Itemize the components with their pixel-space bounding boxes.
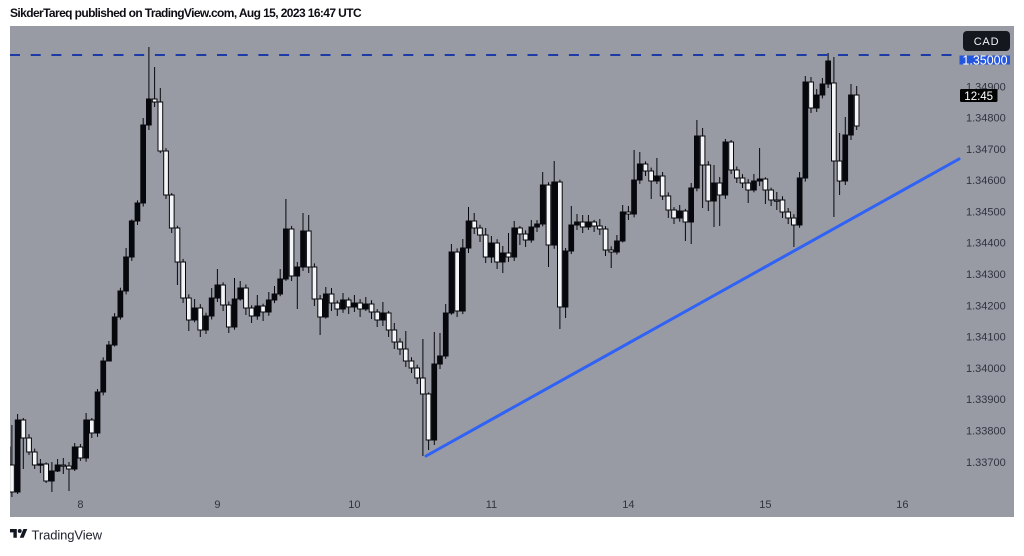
svg-text:1.34400: 1.34400	[966, 238, 1006, 250]
svg-text:1.34500: 1.34500	[966, 206, 1006, 218]
svg-text:11: 11	[486, 499, 497, 511]
svg-text:12:45: 12:45	[964, 91, 993, 103]
svg-text:1.33900: 1.33900	[966, 394, 1006, 406]
svg-text:16: 16	[896, 499, 908, 511]
svg-text:1.34600: 1.34600	[966, 175, 1006, 187]
svg-text:TradingView: TradingView	[32, 528, 103, 543]
svg-text:1.33800: 1.33800	[966, 426, 1006, 438]
svg-text:1.34800: 1.34800	[966, 113, 1006, 125]
svg-text:9: 9	[214, 499, 220, 511]
svg-text:1.34700: 1.34700	[966, 144, 1006, 156]
svg-text:1.34200: 1.34200	[966, 300, 1006, 312]
svg-text:SikderTareq published on Tradi: SikderTareq published on TradingView.com…	[10, 6, 362, 20]
svg-text:1.34300: 1.34300	[966, 269, 1006, 281]
svg-text:15: 15	[759, 499, 771, 511]
svg-text:1.33700: 1.33700	[966, 457, 1006, 469]
svg-text:10: 10	[348, 499, 360, 511]
svg-text:1.34100: 1.34100	[966, 332, 1006, 344]
svg-text:8: 8	[77, 499, 83, 511]
svg-text:CAD: CAD	[974, 36, 1000, 48]
svg-text:1.35000: 1.35000	[962, 54, 1007, 68]
svg-text:14: 14	[622, 499, 634, 511]
svg-text:1.34000: 1.34000	[966, 363, 1006, 375]
